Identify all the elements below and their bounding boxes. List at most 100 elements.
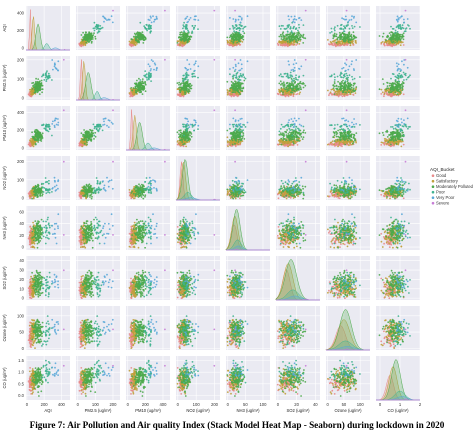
data-point (232, 82, 234, 84)
data-point (229, 28, 231, 30)
data-point (299, 43, 301, 45)
data-point (189, 83, 191, 85)
data-point (394, 32, 396, 34)
data-point (242, 39, 244, 41)
data-point (49, 126, 51, 128)
data-point (343, 75, 345, 77)
data-point (349, 74, 351, 76)
data-point (47, 78, 49, 80)
data-point (293, 63, 295, 65)
data-point (240, 73, 242, 75)
data-point (392, 73, 394, 75)
data-point (350, 35, 352, 37)
data-point (395, 84, 397, 86)
data-point (388, 40, 390, 42)
data-point (188, 74, 190, 76)
data-point (87, 40, 89, 42)
data-point (396, 65, 398, 67)
data-point (95, 26, 97, 28)
data-point (187, 21, 189, 23)
data-point (392, 28, 394, 30)
data-point (184, 43, 186, 45)
data-point (390, 42, 392, 44)
data-point (240, 28, 242, 30)
data-point (398, 80, 400, 82)
data-point (144, 70, 146, 72)
data-point (295, 77, 297, 79)
data-point (298, 27, 300, 29)
data-point (403, 27, 405, 29)
data-point (288, 77, 290, 79)
data-point (57, 122, 59, 124)
data-point (288, 89, 290, 91)
data-point (137, 31, 139, 33)
data-point (333, 36, 335, 38)
data-point (298, 24, 300, 26)
data-point (183, 22, 185, 24)
data-point (286, 83, 288, 85)
data-point (336, 90, 338, 92)
data-point (150, 73, 152, 75)
data-point (295, 39, 297, 41)
data-point (133, 43, 135, 45)
data-point (344, 80, 346, 82)
data-point (238, 40, 240, 42)
data-point (241, 68, 243, 70)
data-point (300, 65, 302, 67)
data-point (237, 79, 239, 81)
data-point (90, 33, 92, 35)
data-point (287, 31, 289, 33)
data-point (280, 90, 282, 92)
data-point (396, 43, 398, 45)
data-point (397, 69, 399, 71)
data-point (283, 35, 285, 37)
data-point (345, 19, 347, 21)
data-point (34, 132, 36, 134)
data-point (230, 93, 232, 95)
data-point (348, 35, 350, 37)
data-point (291, 16, 293, 18)
data-point (37, 141, 39, 143)
data-point (239, 76, 241, 78)
data-point (213, 59, 215, 61)
data-point (145, 39, 147, 41)
data-point (296, 42, 298, 44)
data-point (296, 32, 298, 34)
data-point (282, 45, 284, 47)
data-point (47, 126, 49, 128)
data-point (36, 139, 38, 141)
data-point (327, 90, 329, 92)
data-point (177, 88, 179, 90)
data-point (179, 34, 181, 36)
data-point (355, 42, 357, 44)
data-point (150, 70, 152, 72)
data-point (399, 17, 401, 19)
data-point (55, 67, 57, 69)
data-point (341, 76, 343, 78)
data-point (40, 134, 42, 136)
data-point (331, 31, 333, 33)
data-point (280, 34, 282, 36)
data-point (177, 82, 179, 84)
data-point (291, 32, 293, 34)
data-point (291, 30, 293, 32)
data-point (290, 72, 292, 74)
data-point (184, 93, 186, 95)
data-point (146, 28, 148, 30)
y-tick-label: 200 (17, 128, 25, 133)
data-point (94, 36, 96, 38)
data-point (388, 42, 390, 44)
data-point (397, 31, 399, 33)
data-point (45, 128, 47, 130)
data-point (143, 87, 145, 89)
data-point (351, 84, 353, 86)
data-point (287, 25, 289, 27)
data-point (139, 22, 141, 24)
data-point (133, 94, 135, 96)
data-point (33, 87, 35, 89)
data-point (30, 138, 32, 140)
y-tick-label: 200 (17, 57, 25, 62)
data-point (143, 75, 145, 77)
data-point (239, 24, 241, 26)
data-point (405, 59, 407, 61)
